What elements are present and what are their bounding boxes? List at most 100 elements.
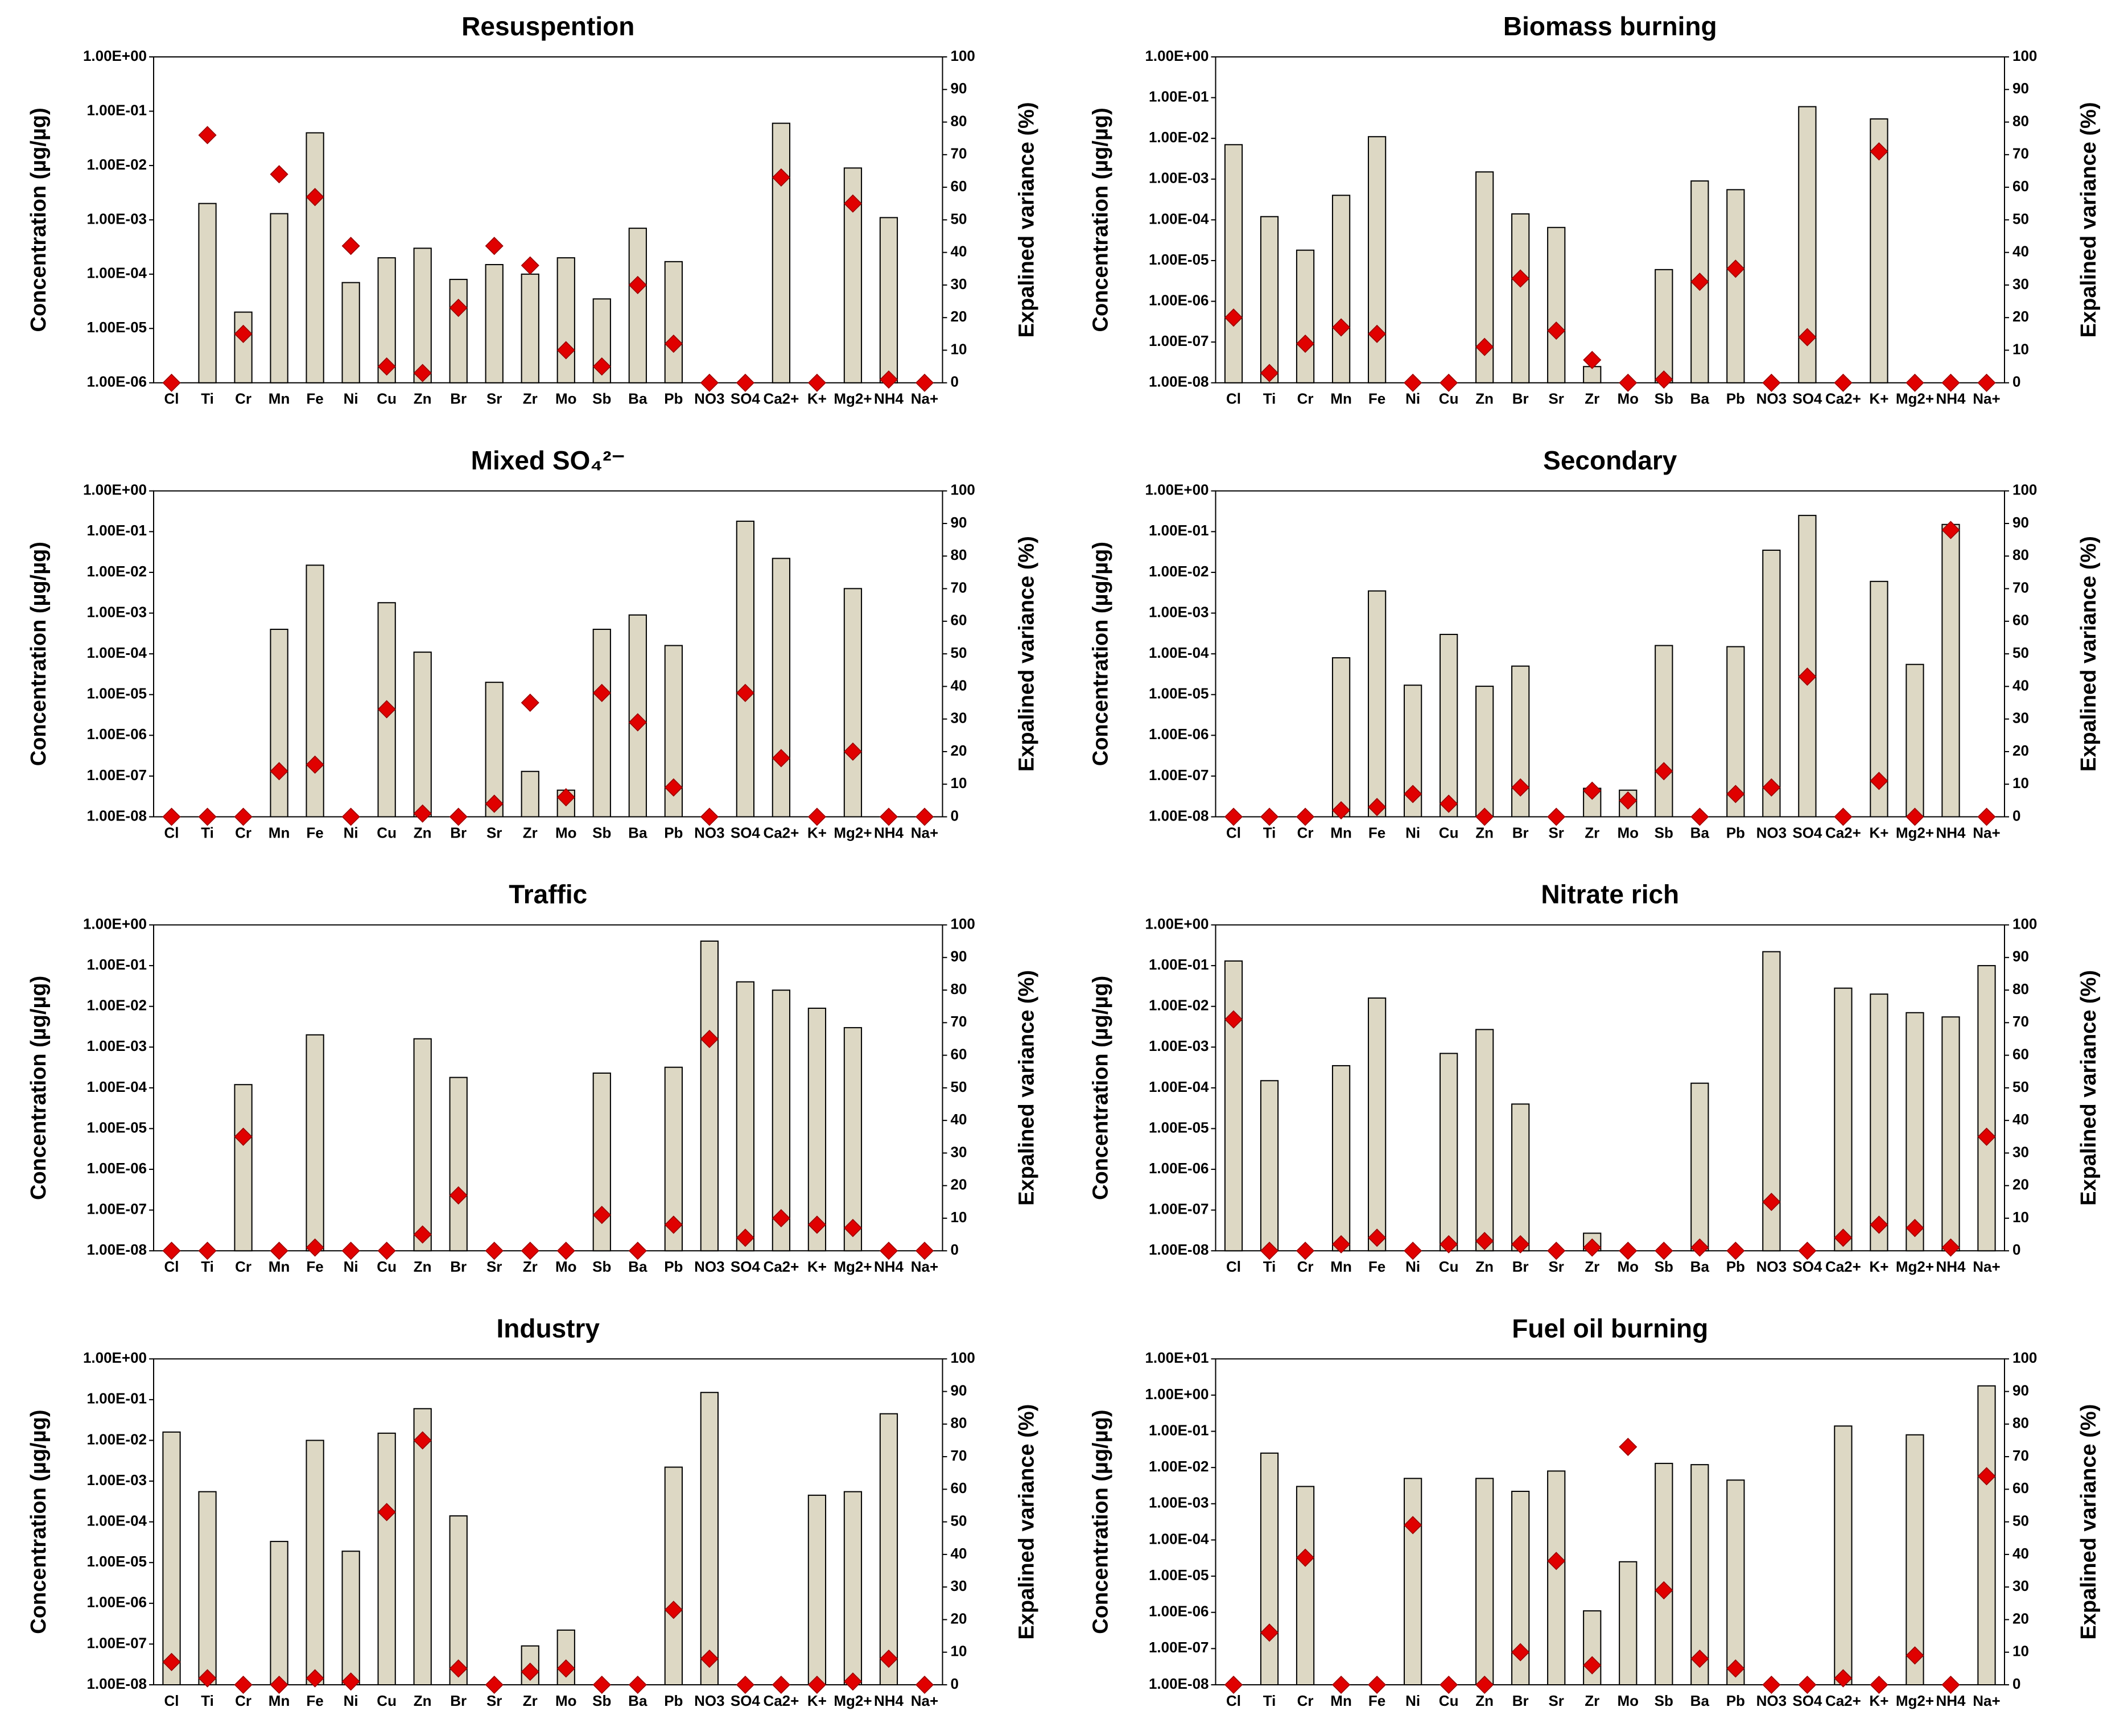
variance-marker	[556, 788, 575, 807]
x-tick-label: Ca2+	[1825, 1692, 1861, 1709]
variance-marker	[198, 807, 217, 826]
variance-marker	[377, 700, 396, 719]
x-tick-label: Pb	[1726, 1692, 1745, 1709]
variance-marker	[1726, 1242, 1745, 1260]
y2-tick-label: 100	[2012, 47, 2037, 64]
x-tick-label: Zr	[523, 1692, 538, 1709]
x-tick-label: Ni	[344, 390, 358, 407]
x-tick-label: Fe	[1368, 1692, 1385, 1709]
y2-tick-label: 100	[2012, 1349, 2037, 1366]
bar	[1475, 1029, 1494, 1252]
x-tick-label: Mn	[269, 1258, 290, 1275]
y2-axis-label: Expalined variance (%)	[2077, 536, 2101, 772]
variance-marker	[234, 807, 253, 826]
y-tick-label: 1.00E-02	[1149, 563, 1209, 580]
variance-marker	[664, 334, 683, 353]
y2-tick-label: 80	[951, 546, 967, 563]
y-axis-label: Concentration (µg/µg)	[1089, 108, 1113, 332]
variance-marker	[1440, 1235, 1458, 1253]
y-tick-label: 1.00E-02	[1149, 997, 1209, 1014]
variance-marker	[700, 1650, 719, 1668]
bar	[449, 1515, 468, 1685]
variance-marker	[1655, 370, 1673, 389]
x-tick-label: K+	[807, 1692, 827, 1709]
y2-axis-label: Expalined variance (%)	[1015, 970, 1039, 1206]
variance-marker	[1296, 1242, 1315, 1260]
variance-marker	[270, 165, 288, 184]
x-tick-label: Ti	[201, 1692, 214, 1709]
x-tick-label: Sr	[486, 824, 502, 841]
variance-marker	[1583, 1656, 1602, 1675]
variance-marker	[1332, 801, 1351, 820]
variance-marker	[1690, 807, 1709, 826]
y2-tick-label: 70	[2012, 1013, 2029, 1030]
x-tick-label: Mo	[555, 390, 577, 407]
chart-title: Traffic	[509, 880, 587, 909]
variance-marker	[413, 1225, 432, 1244]
variance-marker	[377, 357, 396, 376]
x-tick-label: Cu	[1439, 390, 1459, 407]
variance-marker	[1547, 807, 1566, 826]
x-tick-label: Zr	[1585, 390, 1599, 407]
y-tick-label: 1.00E-04	[86, 644, 147, 661]
variance-marker	[1332, 1235, 1351, 1253]
variance-marker	[1224, 1675, 1243, 1694]
variance-marker	[592, 357, 611, 376]
variance-marker	[843, 1219, 863, 1238]
y-tick-label: 1.00E-05	[86, 685, 147, 702]
y-tick-label: 1.00E-07	[1149, 1201, 1209, 1218]
variance-marker	[628, 1675, 647, 1694]
variance-marker	[1906, 1646, 1924, 1665]
y2-tick-label: 50	[2012, 210, 2029, 227]
chart-title: Secondary	[1543, 446, 1677, 475]
y2-tick-label: 10	[951, 1643, 967, 1660]
y2-tick-label: 50	[951, 1512, 967, 1529]
y2-tick-label: 20	[951, 1610, 967, 1627]
x-tick-label: Fe	[306, 1258, 323, 1275]
x-tick-label: Cu	[377, 390, 397, 407]
x-tick-label: Na+	[911, 824, 938, 841]
variance-marker	[1977, 807, 1996, 826]
x-tick-label: NH4	[874, 1692, 904, 1709]
y-tick-label: 1.00E-02	[86, 156, 147, 173]
y-tick-label: 1.00E+00	[1145, 481, 1209, 498]
y-tick-label: 1.00E-07	[86, 1201, 147, 1218]
y2-tick-label: 70	[951, 145, 967, 162]
x-tick-label: NO3	[694, 824, 724, 841]
y-tick-label: 1.00E-01	[86, 1390, 147, 1407]
bar	[1690, 1082, 1709, 1252]
y2-tick-label: 0	[951, 1241, 959, 1258]
x-tick-label: SO4	[1792, 390, 1822, 407]
variance-marker	[1798, 1675, 1817, 1694]
x-tick-label: Mn	[269, 390, 290, 407]
bar	[1440, 1053, 1458, 1252]
bar	[306, 132, 324, 384]
x-tick-label: Br	[1512, 824, 1529, 841]
x-tick-label: Zr	[1585, 824, 1599, 841]
variance-marker	[879, 1242, 898, 1260]
bar	[700, 940, 719, 1252]
bar	[592, 1072, 611, 1252]
y-tick-label: 1.00E-04	[1149, 1078, 1209, 1095]
x-tick-label: Pb	[664, 1692, 683, 1709]
chart-panel: Traffic 1.00E-08 1.00E-07 1.00E-06 1.00E-05 1…	[27, 880, 1039, 1275]
y2-tick-label: 40	[2012, 1545, 2029, 1562]
variance-marker	[162, 1242, 181, 1260]
y2-tick-label: 80	[951, 112, 967, 129]
y2-axis-label: Expalined variance (%)	[2077, 1404, 2101, 1640]
variance-marker	[1583, 1238, 1602, 1257]
x-tick-label: NH4	[1936, 1692, 1966, 1709]
variance-marker	[736, 1675, 754, 1694]
variance-marker	[1368, 1675, 1387, 1694]
y2-tick-label: 70	[2012, 1447, 2029, 1464]
x-tick-label: Mn	[1330, 824, 1352, 841]
y2-axis-label: Expalined variance (%)	[2077, 102, 2101, 337]
bar	[772, 989, 791, 1252]
x-tick-label: Fe	[306, 390, 323, 407]
x-tick-label: NH4	[874, 824, 904, 841]
x-tick-label: Zn	[414, 390, 432, 407]
bar	[1906, 1434, 1924, 1686]
x-tick-label: SO4	[1792, 1258, 1822, 1275]
x-tick-label: Ca2+	[763, 824, 799, 841]
